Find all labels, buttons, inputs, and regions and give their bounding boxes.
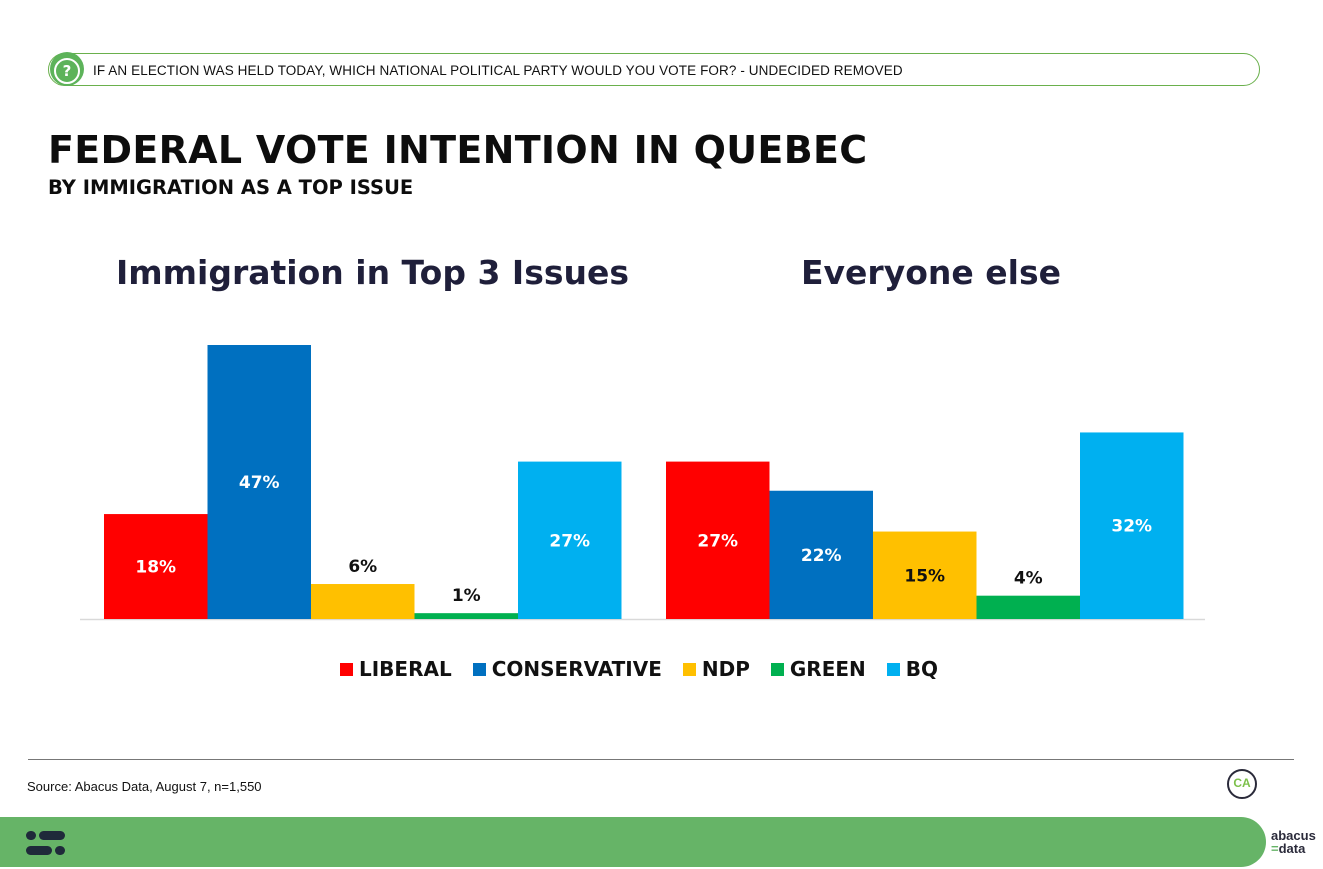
brand-line1: abacus: [1271, 828, 1316, 843]
legend-item-green: GREEN: [770, 657, 866, 681]
label-conservative-group1: 47%: [239, 473, 280, 493]
question-text: IF AN ELECTION WAS HELD TODAY, WHICH NAT…: [93, 63, 903, 78]
legend-label-bq: BQ: [905, 657, 939, 681]
bar-green-group2: [976, 595, 1080, 619]
legend-item-conservative: CONSERVATIVE: [472, 657, 662, 681]
label-liberal-group1: 18%: [135, 558, 176, 578]
legend-swatch-liberal: [340, 662, 353, 676]
label-ndp-group2: 15%: [904, 566, 945, 586]
bar-ndp-group1: [311, 584, 415, 619]
bar-green-group1: [414, 613, 518, 619]
ca-logo-icon: CA: [1227, 769, 1257, 799]
bar-conservative-group2: [769, 490, 873, 619]
legend-swatch-green: [770, 662, 784, 676]
source-note: Source: Abacus Data, August 7, n=1,550: [27, 779, 262, 794]
label-liberal-group2: 27%: [697, 531, 738, 551]
label-conservative-group2: 22%: [801, 546, 842, 566]
label-green-group1: 1%: [452, 586, 481, 606]
panel-title-immigration: Immigration in Top 3 Issues: [116, 253, 629, 292]
abacus-mark-icon: [26, 831, 65, 855]
footer-divider: [28, 759, 1294, 760]
legend-swatch-ndp: [682, 662, 696, 676]
legend-label-conservative: CONSERVATIVE: [491, 657, 662, 681]
label-green-group2: 4%: [1014, 569, 1043, 589]
bar-liberal-group1: [104, 514, 208, 619]
legend-swatch-bq: [886, 662, 900, 676]
legend-item-liberal: LIBERAL: [340, 657, 452, 681]
panel-title-everyone-else: Everyone else: [801, 253, 1061, 292]
label-bq-group1: 27%: [549, 531, 590, 551]
abacus-data-logo: abacus =data: [1271, 829, 1316, 855]
chart-subtitle: BY IMMIGRATION AS A TOP ISSUE: [48, 176, 414, 199]
brand-line2-text: data: [1278, 841, 1306, 856]
legend-item-bq: BQ: [886, 657, 939, 681]
question-bar: [48, 53, 1260, 86]
footer-band: [0, 817, 1266, 867]
legend-item-ndp: NDP: [682, 657, 750, 681]
bar-bq-group1: [518, 461, 622, 619]
bar-bq-group2: [1080, 432, 1184, 619]
legend-label-ndp: NDP: [701, 657, 750, 681]
bar-ndp-group2: [873, 531, 977, 619]
question-icon: ?: [50, 52, 84, 86]
chart-title: FEDERAL VOTE INTENTION IN QUEBEC: [48, 128, 868, 172]
brand-line2: =data: [1271, 841, 1306, 856]
bar-conservative-group1: [207, 345, 311, 619]
bar-liberal-group2: [666, 461, 770, 619]
label-ndp-group1: 6%: [348, 557, 377, 577]
legend: LIBERAL CONSERVATIVE NDP GREEN BQ: [340, 657, 959, 681]
legend-label-liberal: LIBERAL: [359, 657, 452, 681]
legend-label-green: GREEN: [789, 657, 866, 681]
label-bq-group2: 32%: [1111, 517, 1152, 537]
legend-swatch-conservative: [472, 662, 486, 676]
